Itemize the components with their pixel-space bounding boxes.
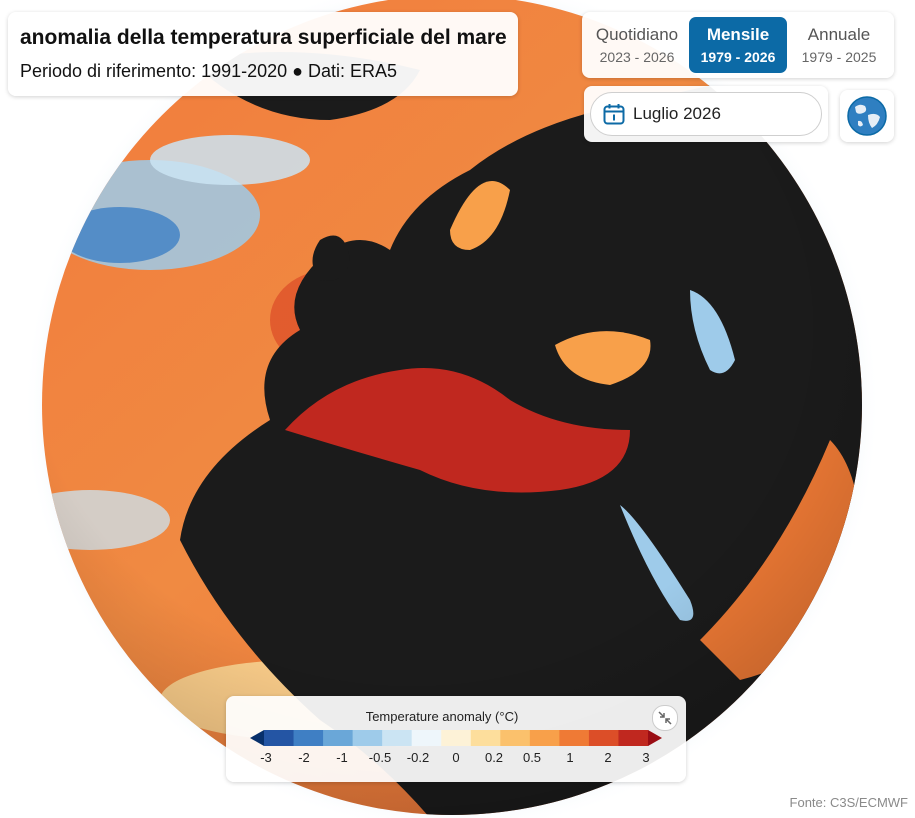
date-card: Luglio 2026 xyxy=(584,86,828,142)
legend-title: Temperature anomaly (°C) xyxy=(365,709,519,724)
legend-tick-label: 0.2 xyxy=(484,750,504,765)
legend-color-step xyxy=(529,730,560,746)
legend-arrow-low xyxy=(250,730,264,746)
mode-daily-label: Quotidiano xyxy=(595,25,679,44)
legend-color-step xyxy=(411,730,442,746)
legend-tick-label: -0.2 xyxy=(406,750,430,765)
mode-monthly-label: Mensile xyxy=(706,25,770,44)
mode-annual-label: Annuale xyxy=(807,25,871,44)
legend-color-step xyxy=(470,730,501,746)
legend-colorbar xyxy=(250,730,662,746)
mode-annual-button[interactable]: Annuale 1979 - 2025 xyxy=(790,17,888,73)
legend-color-step xyxy=(588,730,619,746)
collapse-icon xyxy=(658,711,672,725)
title-card: anomalia della temperatura superficiale … xyxy=(8,12,518,96)
mode-monthly-range: 1979 - 2026 xyxy=(700,49,776,65)
legend-color-step xyxy=(618,730,649,746)
legend-tick-label: 2 xyxy=(604,750,612,765)
legend-tick-label: -1 xyxy=(336,750,348,765)
legend-tick-label: -3 xyxy=(260,750,272,765)
legend-tick-label: 0 xyxy=(452,750,460,765)
calendar-icon xyxy=(603,104,625,125)
source-credit: Fonte: C3S/ECMWF xyxy=(789,795,908,810)
legend-color-step xyxy=(382,730,413,746)
time-resolution-toggle: Quotidiano 2023 - 2026 Mensile 1979 - 20… xyxy=(582,12,894,78)
mode-daily-range: 2023 - 2026 xyxy=(599,49,675,65)
legend-color-step xyxy=(323,730,354,746)
legend-color-step xyxy=(441,730,472,746)
legend-color-step xyxy=(559,730,590,746)
legend-color-step xyxy=(352,730,383,746)
date-picker[interactable]: Luglio 2026 xyxy=(590,92,822,136)
globe-icon xyxy=(847,96,887,136)
projection-toggle-button[interactable] xyxy=(840,90,894,142)
date-value: Luglio 2026 xyxy=(633,104,721,123)
legend: Temperature anomaly (°C) -3 -2 -1 -0.5 -0.2 0… xyxy=(226,696,686,782)
legend-tick-label: 3 xyxy=(642,750,650,765)
legend-color-step xyxy=(264,730,295,746)
legend-arrow-high xyxy=(648,730,662,746)
map-title: anomalia della temperatura superficiale … xyxy=(20,26,507,49)
legend-color-step xyxy=(293,730,324,746)
mode-annual-range: 1979 - 2025 xyxy=(801,49,877,65)
legend-tick-label: -0.5 xyxy=(368,750,392,765)
legend-tick-label: -2 xyxy=(298,750,310,765)
legend-tick-label: 0.5 xyxy=(522,750,542,765)
mode-monthly-button[interactable]: Mensile 1979 - 2026 xyxy=(689,17,787,73)
legend-tick-label: 1 xyxy=(566,750,574,765)
map-subtitle: Periodo di riferimento: 1991-2020 ● Dati… xyxy=(20,61,398,81)
legend-collapse-button[interactable] xyxy=(652,705,678,731)
legend-tick-labels: -3 -2 -1 -0.5 -0.2 0 0.2 0.5 1 2 3 xyxy=(226,750,686,768)
legend-color-step xyxy=(500,730,531,746)
mode-daily-button[interactable]: Quotidiano 2023 - 2026 xyxy=(588,17,686,73)
